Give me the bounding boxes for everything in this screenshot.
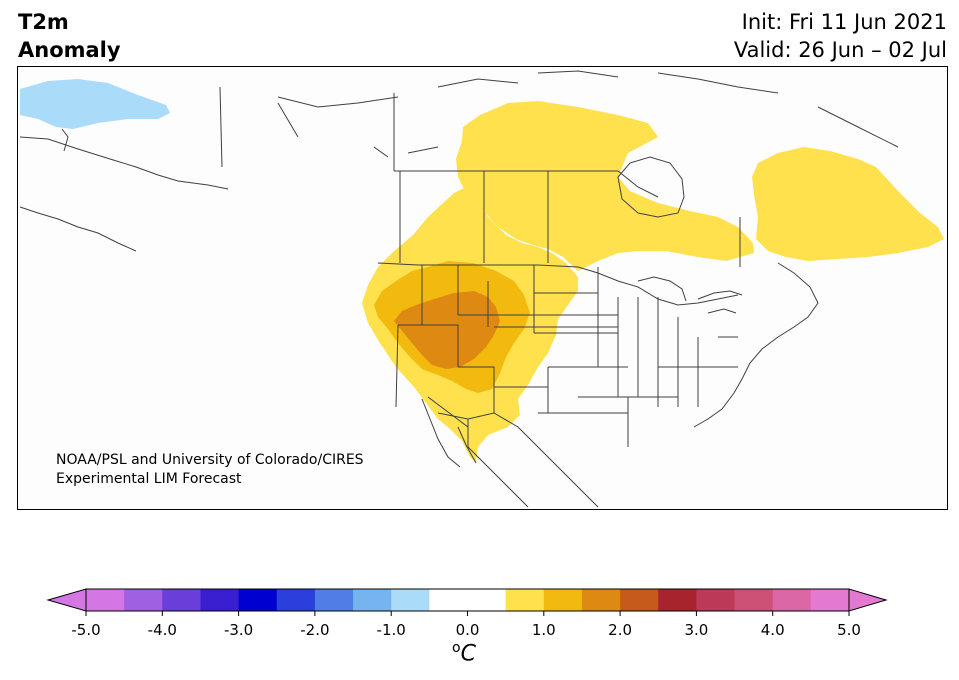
colorbar-segment — [200, 589, 240, 611]
colorbar-tick-label: 3.0 — [684, 621, 708, 639]
colorbar-segment — [581, 589, 621, 611]
colorbar-tick-label: -1.0 — [377, 621, 406, 639]
map-title: T2m Anomaly — [18, 8, 121, 64]
alaska-coastline — [19, 128, 229, 252]
colorbar-segment — [658, 589, 697, 611]
province-borders — [219, 86, 741, 267]
warm-anomaly-central-canada — [456, 101, 754, 271]
colorbar-segments — [86, 589, 850, 611]
colorbar-segment — [620, 589, 659, 611]
colorbar-segment — [353, 589, 392, 611]
colorbar-segment — [276, 589, 316, 611]
colorbar-ticks: -5.0 -4.0 -3.0 -2.0 -1.0 0.0 1.0 2.0 3.0 4.0 5.0 — [71, 611, 861, 639]
east-coast — [693, 262, 819, 428]
colorbar-segment — [696, 589, 736, 611]
title-line-2: Anomaly — [18, 38, 121, 62]
colorbar-segment — [238, 589, 278, 611]
cold-anomaly-alaska — [20, 79, 170, 129]
colorbar-segment — [429, 589, 468, 611]
credit-text: NOAA/PSL and University of Colorado/CIRE… — [56, 451, 364, 489]
colorbar-tick-label: -2.0 — [300, 621, 329, 639]
colorbar-segment — [391, 589, 430, 611]
map-canvas — [18, 67, 947, 509]
colorbar-tick-label: -5.0 — [71, 621, 100, 639]
valid-date: Valid: 26 Jun – 02 Jul — [733, 38, 947, 62]
init-date: Init: Fri 11 Jun 2021 — [741, 10, 947, 34]
title-line-1: T2m — [18, 10, 69, 34]
colorbar-tick-label: -3.0 — [224, 621, 253, 639]
baja-coast — [421, 398, 477, 468]
colorbar-tick-label: 0.0 — [456, 621, 480, 639]
anomaly-map: NOAA/PSL and University of Colorado/CIRE… — [17, 66, 948, 510]
colorbar-segment — [162, 589, 201, 611]
colorbar-tick-label: 2.0 — [608, 621, 632, 639]
colorbar-under-arrow — [46, 588, 87, 612]
us-state-borders — [395, 265, 738, 447]
unit-superscript: o — [452, 640, 461, 656]
colorbar-tick-label: 5.0 — [837, 621, 861, 639]
warm-anomaly-quebec — [752, 147, 944, 261]
forecast-dates: Init: Fri 11 Jun 2021 Valid: 26 Jun – 02… — [734, 8, 947, 64]
colorbar-tick-label: -4.0 — [148, 621, 177, 639]
colorbar-segment — [124, 589, 163, 611]
colorbar-segment — [505, 589, 545, 611]
great-lakes — [637, 276, 743, 314]
colorbar-segment — [467, 589, 507, 611]
colorbar-over-arrow — [848, 588, 888, 612]
credit-line-1: NOAA/PSL and University of Colorado/CIRE… — [56, 452, 364, 468]
colorbar-segment — [734, 589, 774, 611]
colorbar-segment — [810, 589, 850, 611]
colorbar: -5.0 -4.0 -3.0 -2.0 -1.0 0.0 1.0 2.0 3.0 4.0 5.0 — [46, 588, 888, 639]
warm-anomaly-level3 — [394, 291, 500, 369]
colorbar-segment — [543, 589, 583, 611]
colorbar-segment — [86, 589, 125, 611]
unit-letter: C — [460, 641, 476, 667]
us-canada-border — [377, 262, 739, 306]
colorbar-tick-label: 1.0 — [532, 621, 556, 639]
colorbar-segment — [772, 589, 812, 611]
hudson-bay-coast — [617, 156, 685, 218]
credit-line-2: Experimental LIM Forecast — [56, 471, 242, 487]
mexico-border — [437, 412, 599, 508]
arctic-islands — [277, 70, 899, 158]
colorbar-unit-label: oC — [452, 640, 476, 666]
colorbar-tick-label: 4.0 — [761, 621, 785, 639]
colorbar-segment — [314, 589, 354, 611]
